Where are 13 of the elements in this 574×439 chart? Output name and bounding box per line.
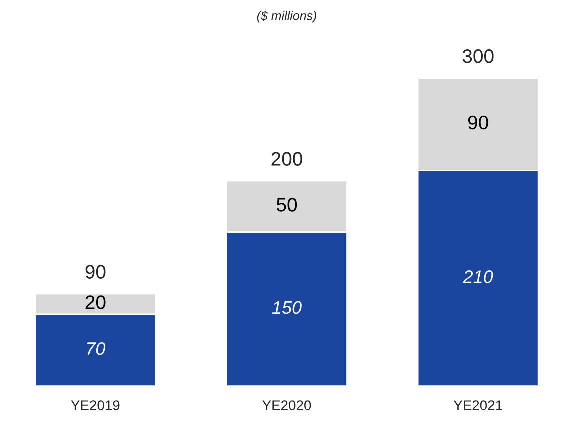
- data-label: 20: [86, 296, 106, 310]
- total-label: 200: [272, 152, 302, 166]
- x-tick-label: YE2019: [71, 400, 120, 410]
- data-label: 210: [463, 270, 494, 284]
- data-label: 70: [87, 342, 106, 356]
- total-label: 90: [86, 265, 106, 279]
- data-label: 150: [272, 301, 302, 314]
- data-label: 50: [276, 198, 298, 212]
- chart-subtitle: ($ millions): [257, 10, 316, 23]
- x-tick-label: YE2021: [454, 400, 502, 410]
- total-label: 300: [462, 50, 494, 64]
- x-tick-label: YE2020: [262, 400, 312, 410]
- data-label: 90: [468, 116, 488, 130]
